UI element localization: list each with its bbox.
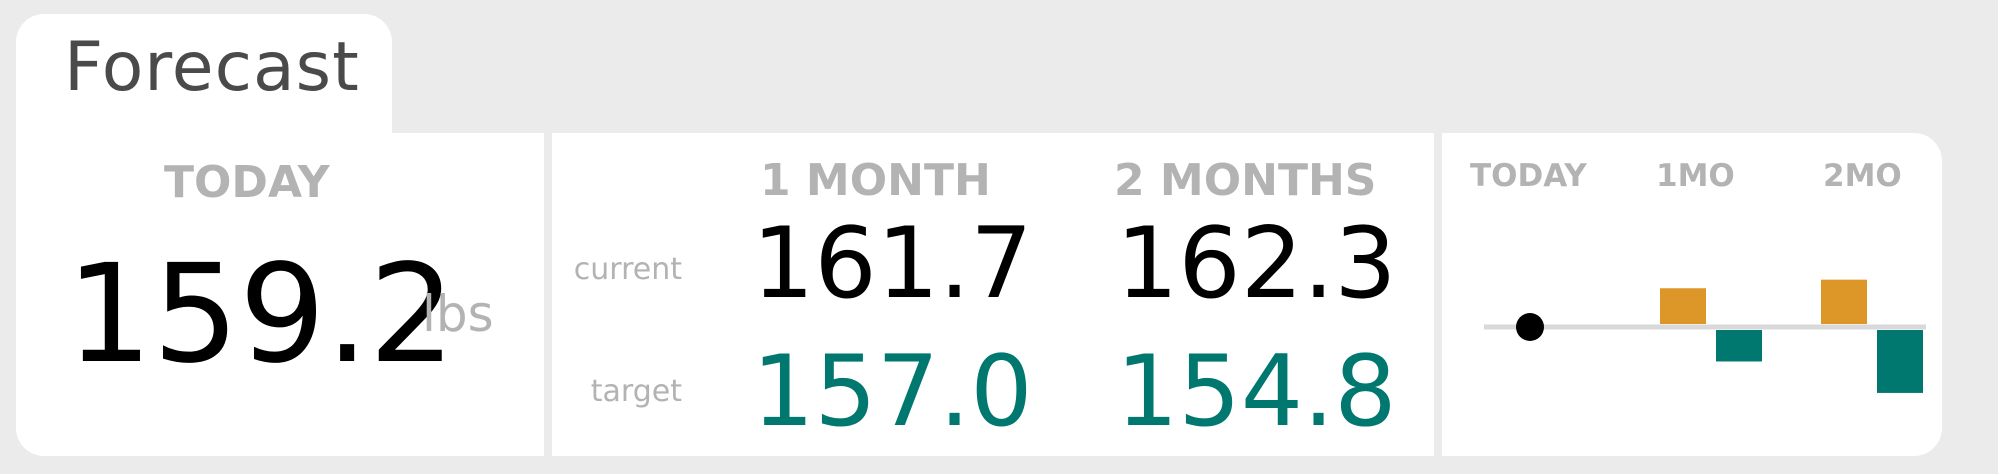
bar-current-2mo xyxy=(1821,279,1867,324)
row-label-target: target xyxy=(590,374,682,409)
today-unit: lbs xyxy=(422,285,494,343)
column-header-1-month: 1 MONTH xyxy=(760,155,991,206)
current-2-months-value: 162.3 xyxy=(1116,207,1397,321)
row-label-current: current xyxy=(573,252,682,287)
forecast-bar-chart xyxy=(1484,279,1926,393)
bar-current-1mo xyxy=(1660,288,1706,324)
today-panel: TODAY 159.2 lbs xyxy=(16,133,544,456)
tab-title: Forecast xyxy=(64,28,360,107)
today-header: TODAY xyxy=(164,157,330,208)
column-header-2-months: 2 MONTHS xyxy=(1114,155,1377,206)
today-value: 159.2 xyxy=(66,236,456,394)
bar-target-2mo xyxy=(1877,330,1923,393)
target-1-month-value: 157.0 xyxy=(752,335,1033,449)
today-marker-dot xyxy=(1516,313,1544,341)
chart-label-today: TODAY xyxy=(1470,158,1587,194)
forecast-panel: 1 MONTH 2 MONTHS current target 161.7 16… xyxy=(552,133,1434,456)
bar-target-1mo xyxy=(1716,330,1762,362)
chart-label-1mo: 1MO xyxy=(1656,158,1735,194)
target-2-months-value: 154.8 xyxy=(1116,335,1397,449)
chart-label-2mo: 2MO xyxy=(1823,158,1902,194)
forecast-tab[interactable]: Forecast xyxy=(16,14,392,134)
chart-panel: TODAY 1MO 2MO xyxy=(1442,133,1942,456)
current-1-month-value: 161.7 xyxy=(752,207,1033,321)
